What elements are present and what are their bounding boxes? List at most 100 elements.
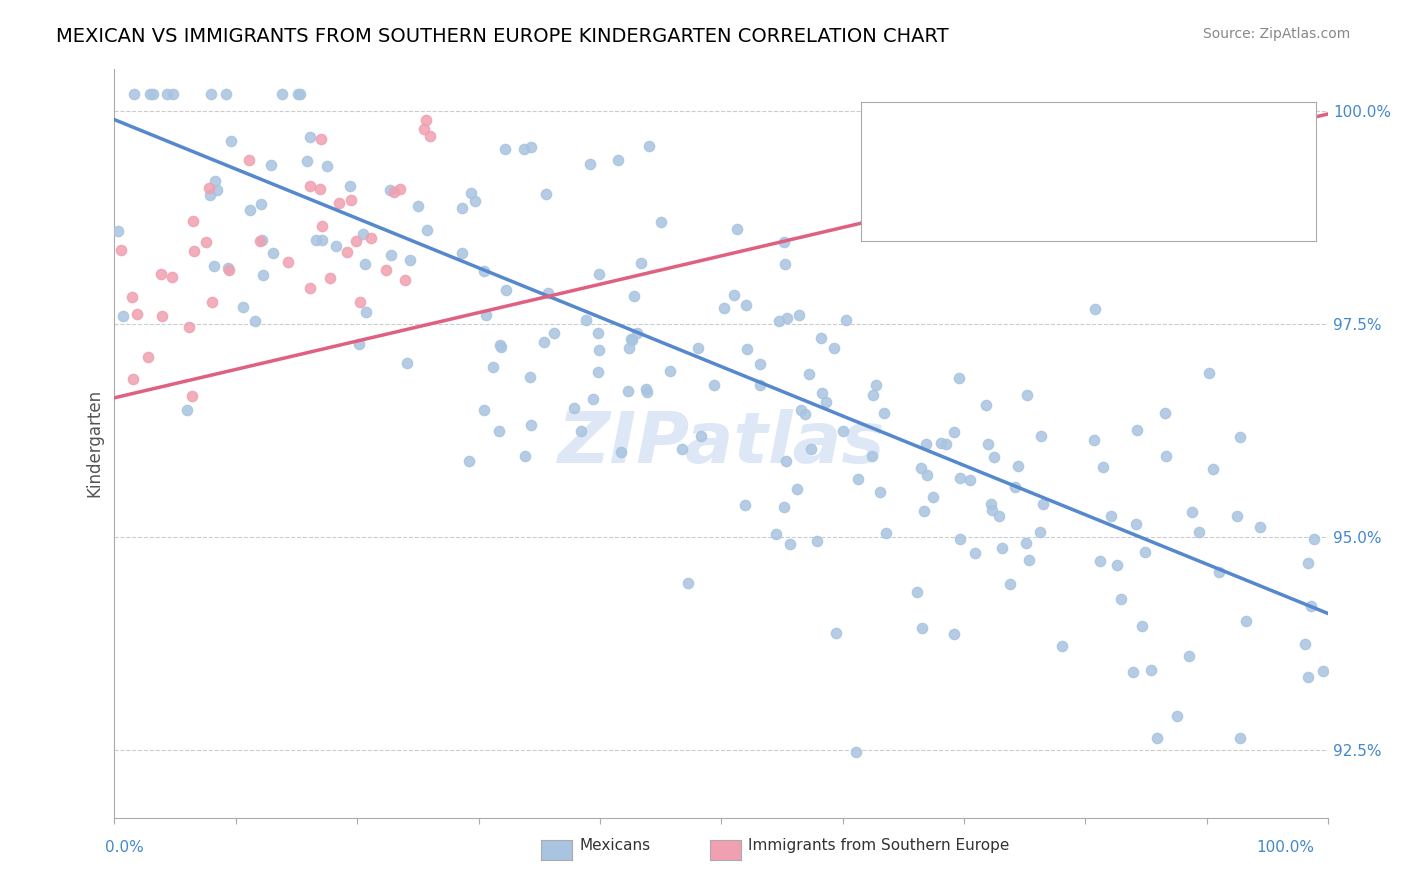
- Point: [464, 194, 486, 208]
- Point: [198, 180, 221, 194]
- Point: [207, 183, 229, 197]
- Point: [1084, 301, 1107, 316]
- Point: [588, 267, 610, 281]
- Point: [202, 260, 225, 274]
- Point: [378, 184, 401, 198]
- Point: [948, 471, 970, 485]
- Text: R =: R =: [894, 189, 934, 207]
- Point: [243, 314, 266, 328]
- Point: [910, 460, 932, 475]
- Point: [776, 310, 799, 325]
- Point: [340, 193, 363, 207]
- Point: [990, 541, 1012, 555]
- Point: [636, 385, 658, 400]
- Point: [311, 233, 333, 247]
- Point: [1007, 459, 1029, 474]
- Point: [832, 424, 855, 438]
- Point: [1015, 388, 1038, 402]
- Point: [1029, 525, 1052, 540]
- Point: [799, 367, 821, 381]
- Point: [1052, 640, 1074, 654]
- Point: [1125, 516, 1147, 531]
- Point: [922, 490, 945, 504]
- Point: [1146, 731, 1168, 745]
- Point: [963, 546, 986, 560]
- Point: [110, 243, 132, 257]
- Point: [915, 468, 938, 483]
- Point: [575, 313, 598, 327]
- Point: [1130, 619, 1153, 633]
- Point: [980, 497, 1002, 511]
- Point: [413, 121, 436, 136]
- Point: [319, 271, 342, 285]
- Point: [1312, 664, 1334, 678]
- Point: [671, 442, 693, 456]
- Point: [1154, 449, 1177, 463]
- Point: [395, 355, 418, 369]
- Point: [790, 402, 813, 417]
- Point: [399, 253, 422, 268]
- Point: [488, 337, 510, 351]
- Point: [219, 134, 242, 148]
- Point: [873, 406, 896, 420]
- Point: [488, 424, 510, 438]
- Point: [311, 219, 333, 233]
- Point: [1234, 614, 1257, 628]
- Text: Source: ZipAtlas.com: Source: ZipAtlas.com: [1202, 27, 1350, 41]
- Point: [620, 332, 643, 346]
- Point: [1031, 429, 1053, 443]
- Point: [309, 132, 332, 146]
- Point: [232, 300, 254, 314]
- Point: [586, 365, 609, 379]
- Point: [309, 182, 332, 196]
- Point: [1018, 553, 1040, 567]
- Point: [325, 239, 347, 253]
- Point: [773, 500, 796, 515]
- Point: [1083, 433, 1105, 447]
- Point: [305, 233, 328, 247]
- Point: [772, 235, 794, 249]
- Point: [1135, 545, 1157, 559]
- Point: [183, 244, 205, 258]
- Point: [810, 331, 832, 345]
- Text: Immigrants from Southern Europe: Immigrants from Southern Europe: [748, 838, 1010, 853]
- Point: [419, 129, 441, 144]
- Point: [215, 87, 238, 101]
- Point: [249, 234, 271, 248]
- FancyBboxPatch shape: [868, 134, 886, 156]
- Point: [734, 298, 756, 312]
- Point: [942, 425, 965, 440]
- Point: [316, 159, 339, 173]
- Point: [725, 222, 748, 236]
- Point: [136, 350, 159, 364]
- Point: [375, 263, 398, 277]
- Point: [122, 87, 145, 101]
- Point: [1198, 367, 1220, 381]
- Point: [218, 263, 240, 277]
- Point: [252, 268, 274, 282]
- Point: [139, 87, 162, 101]
- Point: [176, 403, 198, 417]
- Point: [713, 301, 735, 316]
- Point: [768, 313, 790, 327]
- Text: 0.368: 0.368: [952, 189, 1010, 207]
- Point: [1014, 535, 1036, 549]
- Point: [156, 87, 179, 101]
- Point: [748, 378, 770, 392]
- Point: [298, 281, 321, 295]
- Point: [775, 454, 797, 468]
- Point: [344, 234, 367, 248]
- Y-axis label: Kindergarten: Kindergarten: [86, 389, 103, 497]
- Point: [472, 403, 495, 417]
- Point: [121, 290, 143, 304]
- Point: [290, 87, 312, 101]
- Point: [336, 244, 359, 259]
- Point: [998, 577, 1021, 591]
- Point: [582, 392, 605, 406]
- Point: [1032, 497, 1054, 511]
- Point: [1202, 462, 1225, 476]
- Text: R =: R =: [894, 132, 934, 150]
- Point: [773, 257, 796, 271]
- Point: [786, 483, 808, 497]
- Point: [380, 247, 402, 261]
